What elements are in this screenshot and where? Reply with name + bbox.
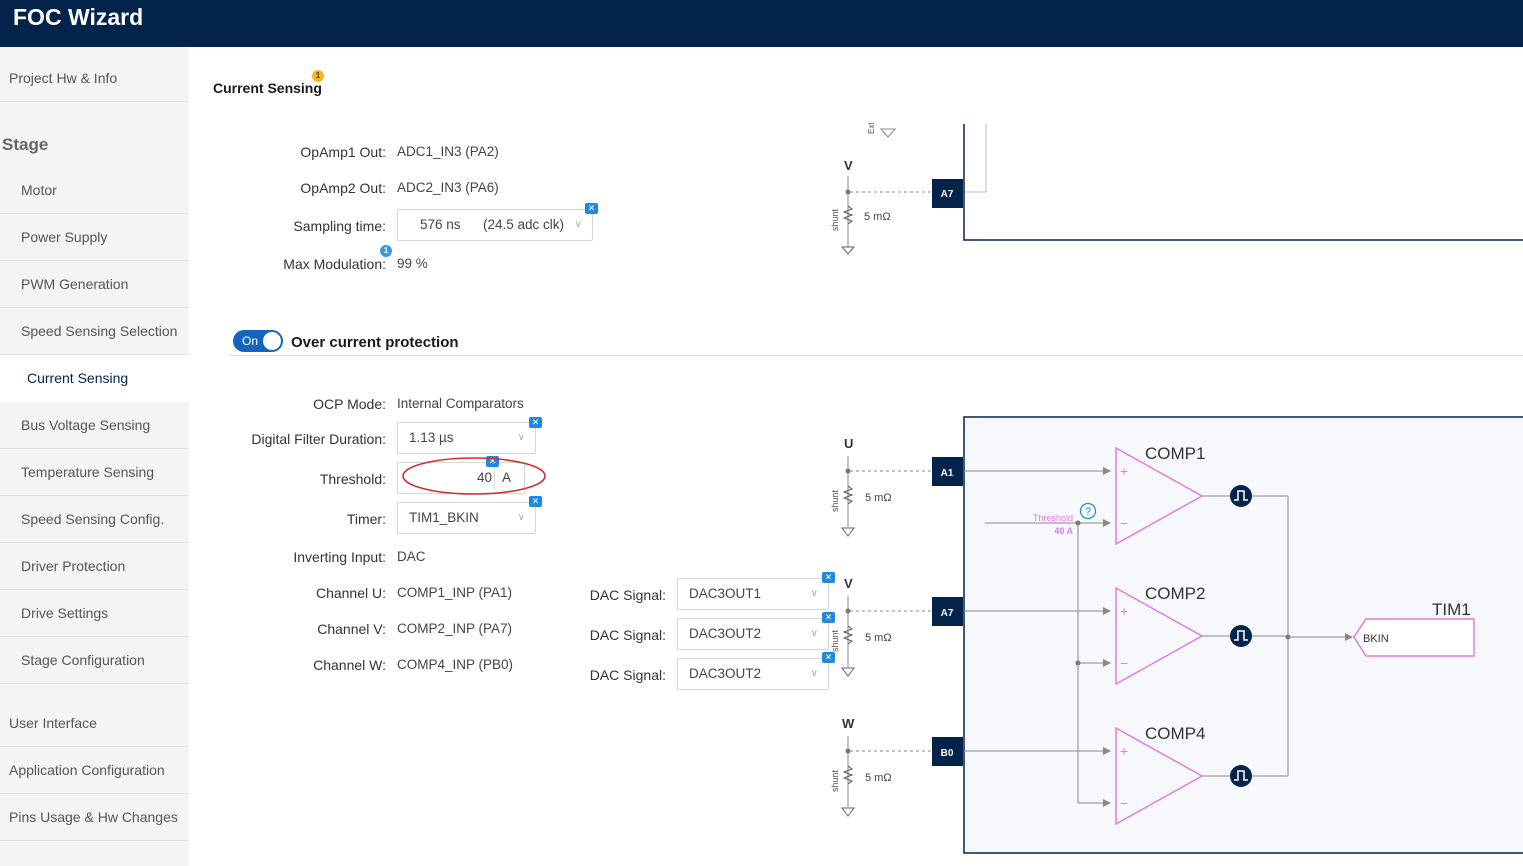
- sidebar-item-project-hw-info[interactable]: Project Hw & Info: [0, 55, 189, 102]
- channel-w-value: COMP4_INP (PB0): [397, 657, 514, 672]
- channel-v-value: COMP2_INP (PA7): [397, 621, 513, 636]
- divider: [229, 355, 1523, 356]
- dac-signal-label-2: DAC Signal:: [589, 627, 666, 643]
- opamp1-value: ADC1_IN3 (PA2): [397, 144, 499, 159]
- opamp2-label: OpAmp2 Out:: [300, 180, 386, 196]
- dac-signal-value-1: DAC3OUT1: [689, 586, 762, 601]
- sampling-time-label: Sampling time:: [293, 218, 386, 234]
- threshold-label: Threshold:: [319, 471, 386, 487]
- chevron-down-icon: ∨: [517, 432, 525, 443]
- toggle-knob: [263, 332, 281, 350]
- clear-icon[interactable]: ✕: [529, 417, 542, 428]
- channel-u-value: COMP1_INP (PA1): [397, 585, 513, 600]
- digital-filter-select[interactable]: 1.13 µs ∨: [397, 422, 536, 454]
- inverting-input-label: Inverting Input:: [293, 549, 386, 565]
- sidebar-item-application-configuration[interactable]: Application Configuration: [0, 747, 189, 794]
- toggle-label: On: [242, 334, 259, 348]
- sidebar: Project Hw & Info Stage Motor Power Supp…: [0, 47, 189, 866]
- chevron-down-icon: ∨: [810, 628, 818, 639]
- sampling-time-extra: (24.5 adc clk): [483, 217, 565, 232]
- timer-label: Timer:: [346, 511, 386, 527]
- sidebar-item-speed-sensing-config[interactable]: Speed Sensing Config.: [0, 496, 189, 543]
- sidebar-item-stage-configuration[interactable]: Stage Configuration: [0, 637, 189, 684]
- main-panel: Current Sensing 1 OpAmp1 Out: ADC1_IN3 (…: [189, 47, 1523, 866]
- sidebar-item-power-supply[interactable]: Power Supply: [0, 214, 189, 261]
- clear-icon[interactable]: ✕: [529, 496, 542, 507]
- sidebar-item-pins-usage[interactable]: Pins Usage & Hw Changes: [0, 794, 189, 841]
- opamp1-label: OpAmp1 Out:: [300, 144, 386, 160]
- sidebar-item-driver-protection[interactable]: Driver Protection: [0, 543, 189, 590]
- inverting-input-value: DAC: [397, 549, 426, 564]
- channel-u-label: Channel U:: [315, 585, 386, 601]
- digital-filter-value: 1.13 µs: [409, 430, 454, 445]
- clear-icon[interactable]: ✕: [822, 572, 835, 583]
- dac-signal-select-2[interactable]: DAC3OUT2 ∨: [677, 618, 829, 650]
- info-badge: 1: [380, 245, 392, 257]
- sidebar-item-temperature-sensing[interactable]: Temperature Sensing: [0, 449, 189, 496]
- timer-select[interactable]: TIM1_BKIN ∨: [397, 502, 536, 534]
- dac-signal-select-1[interactable]: DAC3OUT1 ∨: [677, 578, 829, 610]
- ocp-mode-value: Internal Comparators: [397, 396, 524, 411]
- channel-v-label: Channel V:: [317, 621, 386, 637]
- ocp-toggle[interactable]: On: [233, 330, 283, 352]
- top-bar: FOC Wizard: [0, 0, 1523, 47]
- threshold-unit: A: [502, 470, 512, 485]
- sidebar-item-motor[interactable]: Motor: [0, 167, 189, 214]
- sidebar-item-bus-voltage-sensing[interactable]: Bus Voltage Sensing: [0, 402, 189, 449]
- sidebar-stage-heading: Stage: [2, 135, 49, 154]
- clear-icon[interactable]: ✕: [822, 652, 835, 663]
- max-modulation-label: Max Modulation:: [283, 256, 386, 272]
- dac-signal-value-3: DAC3OUT2: [689, 666, 762, 681]
- dac-signal-label-1: DAC Signal:: [589, 587, 666, 603]
- dac-signal-label-3: DAC Signal:: [589, 667, 666, 683]
- input-divider: [494, 467, 495, 489]
- dac-signal-value-2: DAC3OUT2: [689, 626, 762, 641]
- ocp-mode-label: OCP Mode:: [313, 396, 386, 412]
- sidebar-item-speed-sensing-selection[interactable]: Speed Sensing Selection: [0, 308, 189, 355]
- threshold-input[interactable]: 40 A: [397, 462, 525, 494]
- digital-filter-label: Digital Filter Duration:: [251, 431, 386, 447]
- warning-badge: 1: [312, 70, 324, 82]
- clear-icon[interactable]: ✕: [486, 456, 499, 467]
- highlight-ellipse: [402, 457, 546, 495]
- sampling-time-select[interactable]: 576 ns (24.5 adc clk) ∨: [397, 209, 593, 241]
- chevron-down-icon: ∨: [810, 668, 818, 679]
- chevron-down-icon: ∨: [810, 588, 818, 599]
- threshold-value: 40: [476, 470, 492, 485]
- sidebar-item-current-sensing[interactable]: Current Sensing: [0, 355, 189, 402]
- sidebar-item-pwm-generation[interactable]: PWM Generation: [0, 261, 189, 308]
- dac-signal-select-3[interactable]: DAC3OUT2 ∨: [677, 658, 829, 690]
- ocp-title: Over current protection: [291, 334, 459, 351]
- sidebar-item-drive-settings[interactable]: Drive Settings: [0, 590, 189, 637]
- channel-w-label: Channel W:: [313, 657, 386, 673]
- chevron-down-icon: ∨: [517, 512, 525, 523]
- section-title: Current Sensing: [213, 80, 322, 96]
- sidebar-item-user-interface[interactable]: User Interface: [0, 700, 189, 747]
- sampling-time-value: 576 ns: [420, 217, 461, 232]
- app-title: FOC Wizard: [13, 4, 144, 30]
- max-modulation-value: 99 %: [397, 256, 428, 271]
- timer-value: TIM1_BKIN: [409, 510, 479, 525]
- opamp2-value: ADC2_IN3 (PA6): [397, 180, 499, 195]
- clear-icon[interactable]: ✕: [822, 612, 835, 623]
- clear-icon[interactable]: ✕: [585, 203, 598, 214]
- chevron-down-icon: ∨: [574, 219, 582, 230]
